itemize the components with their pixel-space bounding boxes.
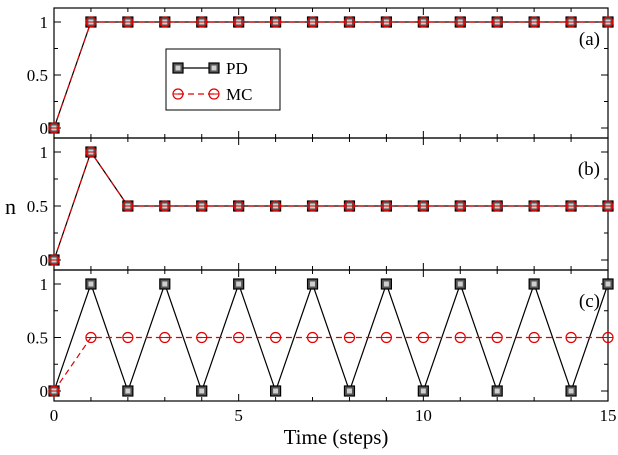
legend: PD MC [165, 48, 281, 111]
panel-label: (a) [579, 29, 600, 50]
series-line-mc [53, 150, 608, 261]
panel-frame [53, 269, 609, 402]
point-pd-inner [531, 281, 537, 287]
point-pd-inner [125, 388, 131, 394]
x-tick-label: 10 [415, 406, 432, 425]
series-line-mc [53, 21, 608, 129]
legend-marker-inner [175, 65, 181, 71]
y-tick-label: 0.5 [27, 329, 48, 348]
panel-1: 0 0.5 1 (a) PD MC [27, 7, 614, 139]
point-pd-inner [346, 388, 352, 394]
y-tick-label: 1 [40, 13, 49, 32]
legend-marker-inner [211, 65, 217, 71]
legend-label-pd: PD [226, 59, 248, 78]
point-pd-inner [199, 388, 205, 394]
x-tick-label: 5 [234, 406, 243, 425]
x-axis-label: Time (steps) [284, 425, 389, 449]
panel-2: 0 0.5 1 n (b) [5, 137, 614, 271]
series-line-pd [53, 21, 608, 129]
legend-box [165, 48, 281, 111]
panel-frame [53, 7, 609, 139]
y-tick-label: 1 [40, 143, 49, 162]
point-pd-inner [494, 388, 500, 394]
panel-frame [53, 137, 609, 271]
y-tick-label: 0 [40, 119, 49, 138]
point-pd-inner [162, 281, 168, 287]
point-pd-inner [236, 281, 242, 287]
point-pd-inner [383, 281, 389, 287]
y-tick-label: 0 [40, 382, 49, 401]
x-tick-label: 0 [50, 406, 59, 425]
x-tick-label: 15 [600, 406, 617, 425]
y-tick-label: 0 [40, 251, 49, 270]
panel-label: (c) [579, 291, 600, 312]
point-pd-inner [88, 281, 94, 287]
y-tick-label: 0.5 [27, 66, 48, 85]
series-line-mc [53, 336, 608, 392]
y-tick-label: 1 [40, 275, 49, 294]
point-pd-inner [605, 281, 611, 287]
point-pd-inner [273, 388, 279, 394]
y-tick-label: 0.5 [27, 197, 48, 216]
point-pd-inner [457, 281, 463, 287]
panel-label: (b) [578, 159, 600, 180]
point-pd-inner [568, 388, 574, 394]
point-pd-inner [310, 281, 316, 287]
point-pd-inner [420, 388, 426, 394]
legend-label-mc: MC [226, 85, 252, 104]
y-axis-label: n [5, 194, 16, 219]
